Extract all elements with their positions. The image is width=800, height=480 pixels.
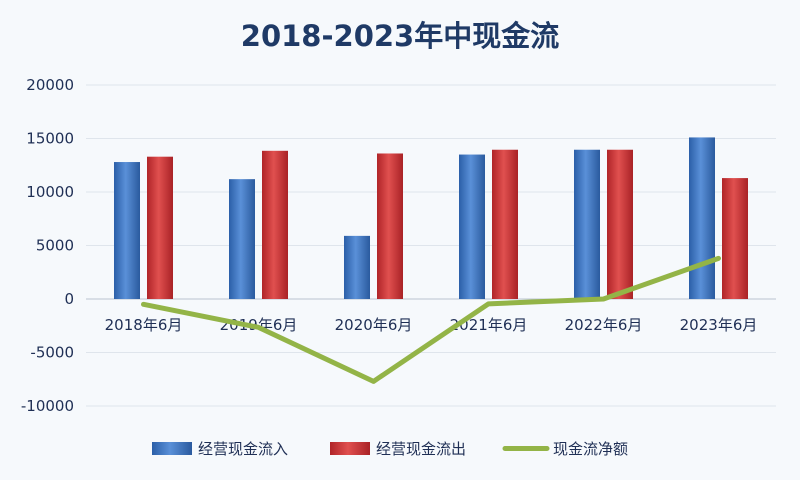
- x-tick-label: 2018年6月: [105, 316, 183, 334]
- y-tick-label: 10000: [26, 183, 74, 201]
- bars: [114, 137, 748, 299]
- x-tick-label: 2021年6月: [450, 316, 528, 334]
- legend-swatch-outflow: [330, 442, 370, 455]
- x-tick-label: 2022年6月: [565, 316, 643, 334]
- bar-inflow: [459, 154, 485, 299]
- y-tick-label: 5000: [36, 237, 74, 255]
- legend-item-net: 现金流净额: [502, 440, 628, 458]
- y-tick-label: -5000: [30, 344, 74, 362]
- y-tick-label: 0: [64, 290, 74, 308]
- legend-label-net: 现金流净额: [553, 440, 628, 458]
- bar-inflow: [344, 235, 370, 299]
- y-tick-label: -10000: [21, 397, 74, 415]
- legend-swatch-inflow: [152, 442, 192, 455]
- y-axis-ticks: 20000 15000 10000 5000 0 -5000 -10000: [21, 76, 74, 415]
- legend-item-outflow: 经营现金流出: [330, 440, 466, 458]
- y-tick-label: 15000: [26, 130, 74, 148]
- y-tick-label: 20000: [26, 76, 74, 94]
- bar-outflow: [147, 156, 173, 299]
- net-cash-flow-line: [141, 255, 721, 384]
- bar-inflow: [689, 137, 715, 299]
- bar-outflow: [262, 150, 288, 299]
- bar-outflow: [722, 178, 748, 299]
- bar-inflow: [114, 162, 140, 299]
- legend: 经营现金流入 经营现金流出 现金流净额: [152, 440, 628, 458]
- bar-inflow: [229, 179, 255, 299]
- bar-outflow: [607, 149, 633, 299]
- x-axis-ticks: 2018年6月 2019年6月 2020年6月 2021年6月 2022年6月 2023年…: [105, 316, 758, 334]
- legend-item-inflow: 经营现金流入: [152, 440, 288, 458]
- x-tick-label: 2020年6月: [335, 316, 413, 334]
- bar-outflow: [377, 153, 403, 299]
- bar-inflow: [574, 149, 600, 299]
- legend-label-inflow: 经营现金流入: [198, 440, 288, 458]
- net-cash-flow-path: [141, 255, 721, 384]
- gridlines: [86, 84, 776, 407]
- legend-label-outflow: 经营现金流出: [376, 440, 466, 458]
- chart-title: 2018-2023年中现金流: [241, 19, 559, 53]
- bar-outflow: [492, 149, 518, 299]
- x-tick-label: 2023年6月: [680, 316, 758, 334]
